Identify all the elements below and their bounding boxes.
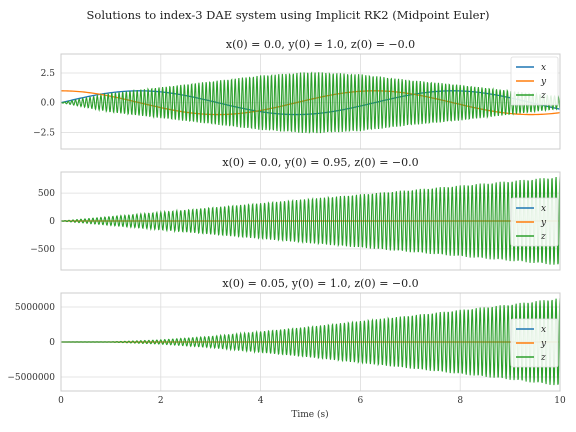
y-tick-label-2: 5000000 [15, 303, 55, 313]
legend-label-x: x [541, 325, 546, 335]
y-tick-label-0: −5000000 [7, 373, 55, 383]
subplot-title: x(0) = 0.05, y(0) = 1.0, z(0) = −0.0 [222, 277, 418, 290]
x-tick-label-0: 0 [58, 396, 64, 406]
subplots: −2.5 0.0 2.5 x(0) = 0.0, y(0) = 1.0, z(0) =… [7, 38, 566, 406]
legend-label-y: y [540, 218, 547, 228]
legend-label-z: z [540, 232, 546, 242]
subplot-title: x(0) = 0.0, y(0) = 0.95, z(0) = −0.0 [222, 156, 418, 169]
legend-label-x: x [541, 204, 546, 214]
subplot-2: −500 0 500 x(0) = 0.0, y(0) = 0.95, z(0) = … [30, 156, 561, 271]
x-axis-label: Time (s) [291, 409, 328, 420]
legend-label-z: z [540, 353, 546, 363]
subplot-title: x(0) = 0.0, y(0) = 1.0, z(0) = −0.0 [226, 38, 415, 51]
x-tick-label-3: 6 [358, 396, 364, 406]
y-tick-label-0: −2.5 [33, 128, 55, 138]
x-tick-label-2: 4 [258, 396, 264, 406]
x-tick-label-5: 10 [554, 396, 566, 406]
figure-suptitle: Solutions to index-3 DAE system using Im… [87, 8, 490, 22]
y-tick-label-1: 0 [49, 217, 55, 227]
y-tick-label-1: 0 [49, 338, 55, 348]
series-line-z [61, 297, 560, 386]
legend: xyz [510, 197, 559, 247]
legend-box [510, 318, 559, 368]
axes-frame [60, 292, 561, 392]
legend-label-z: z [540, 91, 546, 101]
y-tick-label-2: 500 [38, 189, 55, 199]
series-line-z [61, 176, 560, 265]
legend-box [510, 56, 559, 106]
axes-frame [60, 53, 561, 150]
legend: xyz [510, 318, 559, 368]
legend: xyz [510, 56, 559, 106]
series-lines [61, 297, 560, 386]
legend-label-y: y [540, 339, 547, 349]
y-tick-label-1: 0.0 [41, 99, 56, 109]
legend-label-y: y [540, 77, 547, 87]
series-lines [61, 71, 560, 134]
y-tick-label-2: 2.5 [41, 69, 56, 79]
series-line-z [61, 71, 560, 134]
grid [60, 54, 561, 149]
legend-box [510, 197, 559, 247]
subplot-1: −2.5 0.0 2.5 x(0) = 0.0, y(0) = 1.0, z(0) =… [33, 38, 561, 150]
y-tick-label-0: −500 [30, 245, 55, 255]
legend-label-x: x [541, 63, 546, 73]
x-tick-label-1: 2 [158, 396, 164, 406]
subplot-3: −5000000 0 5000000 0 2 4 6 8 10 x(0) = 0.05, y(0)… [7, 277, 566, 406]
axes-frame [60, 171, 561, 271]
x-tick-label-4: 8 [457, 396, 463, 406]
series-lines [61, 176, 560, 265]
